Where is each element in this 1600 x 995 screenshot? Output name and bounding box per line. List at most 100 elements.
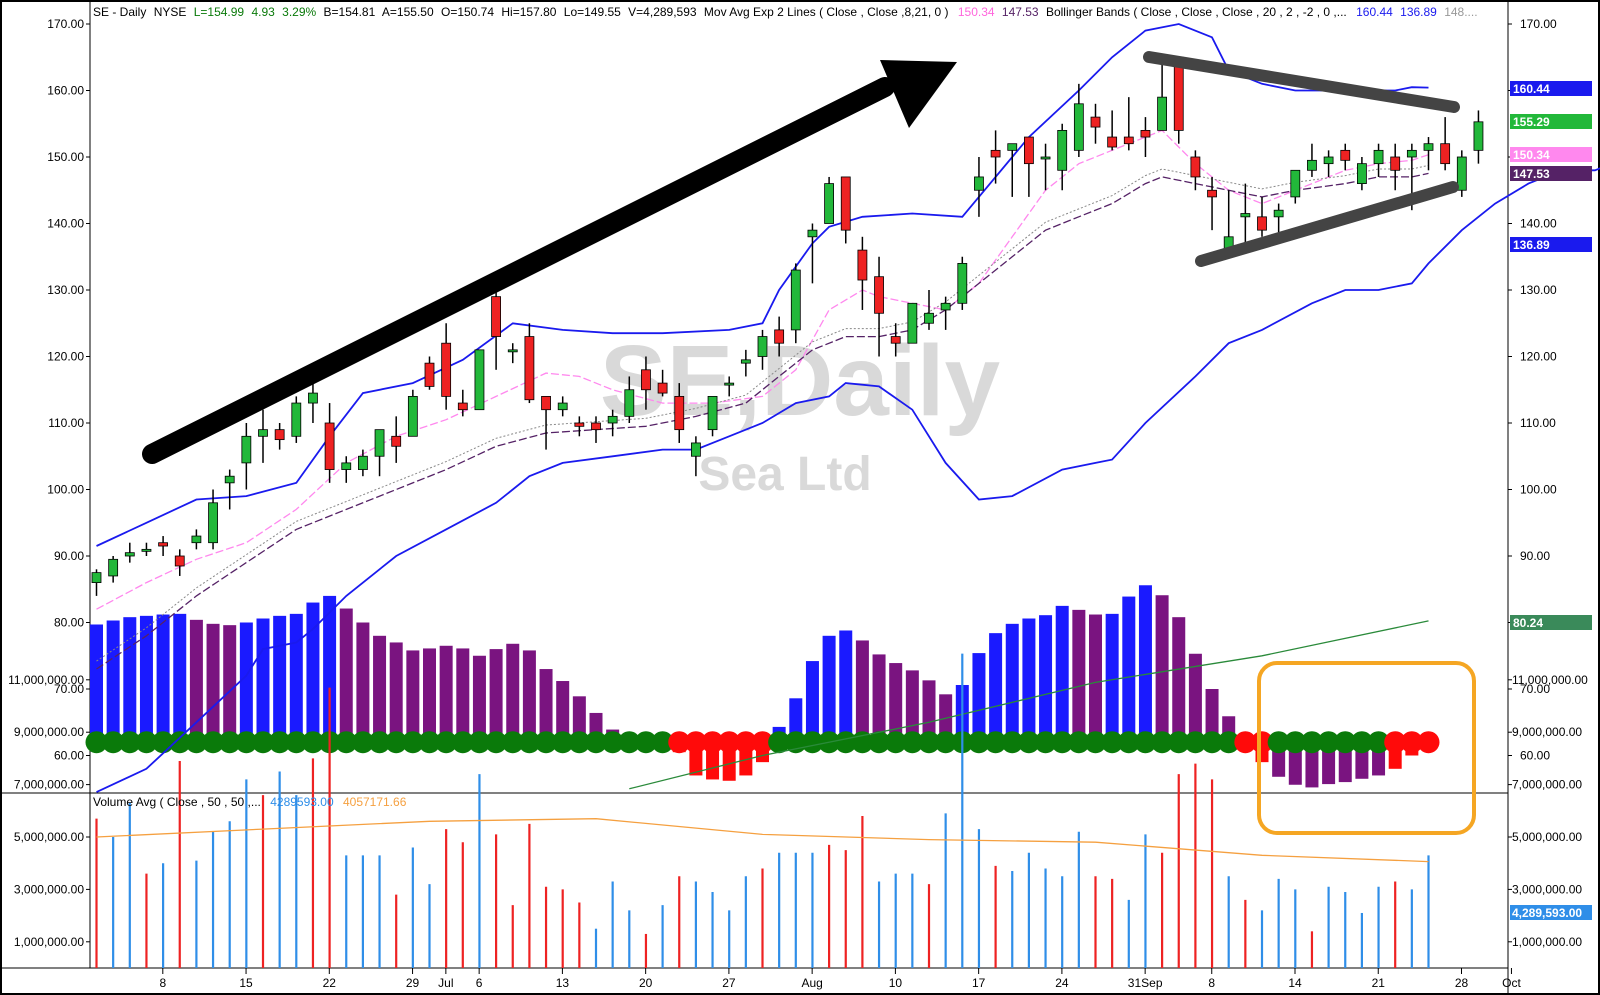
- candle-up: [624, 389, 635, 417]
- candle-up: [124, 552, 135, 557]
- squeeze-bar: [1205, 689, 1219, 743]
- candle-up: [1323, 156, 1334, 165]
- squeeze-bar: [156, 614, 170, 743]
- candle-up: [1290, 169, 1301, 198]
- squeeze-dot-green: [768, 731, 791, 754]
- volume-tick-label-left: 1,000,000.00: [14, 935, 84, 949]
- squeeze-bar: [572, 696, 586, 743]
- squeeze-dot-green: [351, 731, 374, 754]
- squeeze-bar: [506, 643, 520, 743]
- squeeze-dot-green: [301, 731, 324, 754]
- squeeze-dot-green: [1184, 731, 1207, 754]
- candle-up: [1473, 121, 1484, 151]
- candle-up: [974, 176, 984, 191]
- price-tick-label-left: 70.00: [54, 682, 84, 696]
- candle-down: [424, 362, 435, 387]
- candle-down: [441, 342, 452, 397]
- candle-up: [1307, 159, 1317, 171]
- candle-up: [1423, 143, 1434, 151]
- squeeze-histogram: [90, 585, 1419, 788]
- volume-average-line: [96, 818, 1429, 863]
- candle-down: [857, 249, 868, 281]
- squeeze-dot-green: [918, 731, 940, 754]
- candle-up: [341, 462, 352, 470]
- squeeze-dot-green: [1151, 731, 1174, 754]
- squeeze-dot-green: [618, 731, 641, 754]
- volume-tick-label-right: 1,000,000.00: [1512, 935, 1582, 949]
- squeeze-dot-green: [934, 731, 957, 754]
- time-tick-label: Jul: [438, 976, 453, 990]
- squeeze-highlight-box: [1257, 661, 1476, 835]
- squeeze-average-line: [629, 620, 1429, 790]
- squeeze-dot-red: [718, 731, 741, 754]
- candle-down: [1140, 129, 1151, 138]
- squeeze-dot-green: [651, 731, 674, 754]
- squeeze-dot-green: [1350, 731, 1373, 754]
- squeeze-dot-green: [368, 731, 391, 754]
- tag-bb-upper: 160.44: [1513, 82, 1550, 96]
- squeeze-bar: [406, 650, 420, 743]
- candle-up: [824, 183, 834, 224]
- squeeze-dot-green: [501, 731, 524, 754]
- price-tick-label-left: 170.00: [47, 17, 84, 31]
- price-tick-label-right: 100.00: [1520, 483, 1557, 497]
- squeeze-dot-green: [335, 731, 358, 754]
- candle-up: [241, 435, 252, 464]
- candle-down: [1123, 136, 1134, 145]
- candle-down: [158, 542, 169, 547]
- price-tick-label-right: 60.00: [1520, 749, 1550, 763]
- candle-up: [1040, 156, 1051, 160]
- candle-down: [674, 395, 685, 431]
- triangle-lower-trendline: [1195, 181, 1459, 267]
- price-tick-label-left: 80.00: [54, 616, 84, 630]
- squeeze-dot-green: [118, 731, 141, 754]
- price-tick-label-left: 130.00: [47, 283, 84, 297]
- squeeze-dot-green: [485, 731, 508, 754]
- time-tick-label: Aug: [801, 976, 822, 990]
- candle-up: [357, 455, 368, 470]
- candle-up: [208, 502, 218, 544]
- candle-up: [557, 402, 568, 411]
- squeeze-bar: [1188, 653, 1202, 743]
- candle-up: [224, 475, 235, 484]
- volume-tick-label-right: 7,000,000.00: [1512, 778, 1582, 792]
- squeeze-dot-green: [834, 731, 857, 754]
- squeeze-dot-green: [568, 731, 591, 754]
- squeeze-dot-green: [102, 731, 125, 754]
- candle-down: [1090, 116, 1101, 128]
- price-tick-label-left: 140.00: [47, 217, 84, 231]
- time-tick-label: 24: [1055, 976, 1069, 990]
- squeeze-dot-green: [551, 731, 574, 754]
- price-tick-label-right: 140.00: [1520, 217, 1557, 231]
- candle-up: [1456, 156, 1467, 191]
- squeeze-dot-green: [1001, 731, 1024, 754]
- candlesticks: [91, 56, 1484, 596]
- squeeze-dot-green: [1067, 731, 1090, 754]
- squeeze-dot-green: [634, 731, 657, 754]
- squeeze-dot-red: [734, 731, 757, 754]
- candle-down: [524, 336, 535, 401]
- squeeze-dot-green: [1167, 731, 1190, 754]
- candle-down: [491, 296, 502, 337]
- squeeze-dot-red: [701, 731, 724, 754]
- time-tick-label: 31Sep: [1128, 976, 1163, 990]
- candle-down: [574, 422, 585, 427]
- volume-tick-label-left: 5,000,000.00: [14, 830, 84, 844]
- candle-down: [874, 276, 884, 314]
- candle-up: [1240, 213, 1251, 218]
- candle-up: [707, 395, 718, 431]
- volume-tick-label-right: 3,000,000.00: [1512, 882, 1582, 896]
- candle-down: [1207, 189, 1217, 198]
- squeeze-bar: [239, 622, 253, 743]
- candle-up: [141, 548, 152, 552]
- candle-up: [108, 558, 119, 577]
- price-tick-label-left: 60.00: [54, 749, 84, 763]
- squeeze-bar: [173, 613, 187, 743]
- candle-up: [291, 402, 302, 437]
- squeeze-dot-green: [418, 731, 441, 754]
- volume-tick-label-right: 9,000,000.00: [1512, 725, 1582, 739]
- squeeze-dot-green: [1051, 731, 1074, 754]
- squeeze-dot-green: [1034, 731, 1057, 754]
- squeeze-bar: [539, 669, 553, 743]
